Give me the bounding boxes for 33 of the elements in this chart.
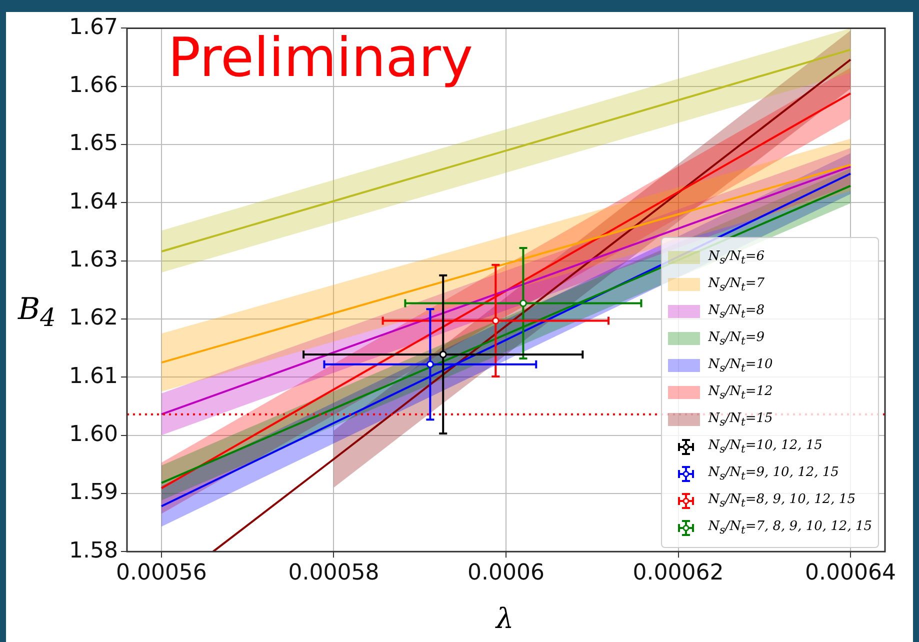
point bbox=[439, 350, 447, 358]
point bbox=[426, 360, 434, 368]
y-tick-label: 1.61 bbox=[69, 364, 118, 389]
y-axis-title: B$_{4}$ bbox=[18, 292, 56, 332]
y-tick-label: 1.66 bbox=[69, 73, 118, 98]
legend-label: N$_{s}$/N$_{t}$=6 bbox=[708, 248, 765, 266]
legend-label: N$_{s}$/N$_{t}$=15 bbox=[708, 410, 773, 428]
legend-label: N$_{s}$/N$_{t}$=8 bbox=[708, 302, 765, 320]
legend-label: N$_{s}$/N$_{t}$=9 bbox=[708, 330, 765, 348]
legend-label: N$_{s}$/N$_{t}$=8, 9, 10, 12, 15 bbox=[708, 492, 856, 510]
y-tick-label: 1.60 bbox=[69, 422, 118, 448]
legend-label: N$_{s}$/N$_{t}$=10 bbox=[708, 356, 773, 374]
legend-label: N$_{s}$/N$_{t}$=12 bbox=[708, 384, 773, 402]
x-tick-label: 0.00062 bbox=[632, 560, 724, 586]
x-tick-label: 0.0006 bbox=[468, 560, 544, 586]
x-axis-title: λ bbox=[496, 602, 514, 635]
legend-label: N$_{s}$/N$_{t}$=9, 10, 12, 15 bbox=[708, 464, 839, 482]
y-tick-label: 1.62 bbox=[69, 306, 118, 331]
point bbox=[519, 300, 527, 308]
legend-label: N$_{s}$/N$_{t}$=7, 8, 9, 10, 12, 15 bbox=[708, 518, 872, 536]
annotation: Preliminary bbox=[168, 26, 473, 89]
point bbox=[492, 316, 500, 324]
x-tick-label: 0.00058 bbox=[288, 560, 380, 586]
y-tick-label: 1.63 bbox=[69, 248, 118, 273]
y-tick-label: 1.67 bbox=[69, 14, 118, 40]
y-tick-label: 1.58 bbox=[69, 538, 118, 564]
legend-label: N$_{s}$/N$_{t}$=7 bbox=[708, 276, 765, 294]
legend-label: N$_{s}$/N$_{t}$=10, 12, 15 bbox=[708, 438, 822, 456]
y-tick-label: 1.64 bbox=[69, 189, 118, 214]
x-tick-label: 0.00064 bbox=[805, 560, 896, 586]
y-tick-label: 1.59 bbox=[69, 480, 118, 506]
x-tick-label: 0.00056 bbox=[116, 560, 207, 586]
y-tick-label: 1.65 bbox=[69, 131, 118, 156]
